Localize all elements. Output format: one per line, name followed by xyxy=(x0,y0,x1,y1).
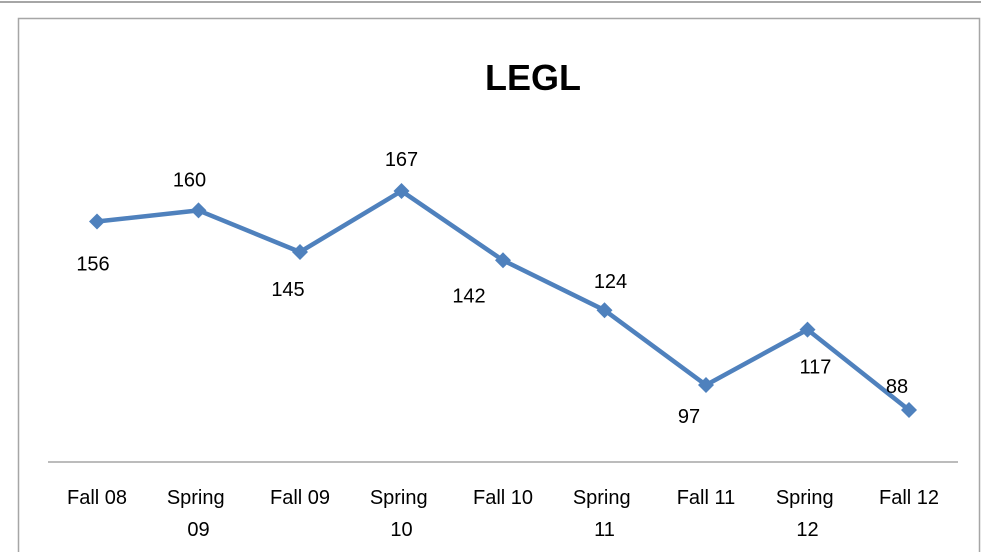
series-line xyxy=(96,188,911,412)
data-label: 156 xyxy=(76,253,109,275)
data-label: 142 xyxy=(452,285,485,307)
data-label: 167 xyxy=(385,149,418,171)
x-tick-label: Fall 10 xyxy=(473,487,533,509)
chart-border xyxy=(17,17,981,552)
x-tick-label: Spring 10 xyxy=(370,487,433,541)
marker xyxy=(698,377,714,394)
data-label: 117 xyxy=(800,357,832,379)
x-tick-label: Fall 12 xyxy=(879,487,939,509)
marker xyxy=(799,321,816,338)
x-tick-label: Spring 11 xyxy=(573,487,636,541)
marker xyxy=(495,252,511,269)
marker xyxy=(190,202,207,219)
chart-title: LEGL xyxy=(485,57,581,98)
marker xyxy=(292,243,308,260)
data-label: 88 xyxy=(886,376,908,398)
marker xyxy=(393,183,410,199)
marker xyxy=(901,402,917,418)
marker xyxy=(596,302,613,319)
data-label: 97 xyxy=(678,406,700,428)
x-tick-label: Fall 11 xyxy=(677,487,736,509)
marker xyxy=(89,213,105,230)
x-tick-label: Spring 12 xyxy=(776,487,839,541)
x-tick-label: Fall 09 xyxy=(270,487,330,509)
x-tick-label: Spring 09 xyxy=(167,487,230,541)
data-label: 124 xyxy=(594,271,627,293)
data-label: 160 xyxy=(173,169,206,191)
data-label: 145 xyxy=(271,279,304,301)
x-tick-label: Fall 08 xyxy=(67,487,127,509)
